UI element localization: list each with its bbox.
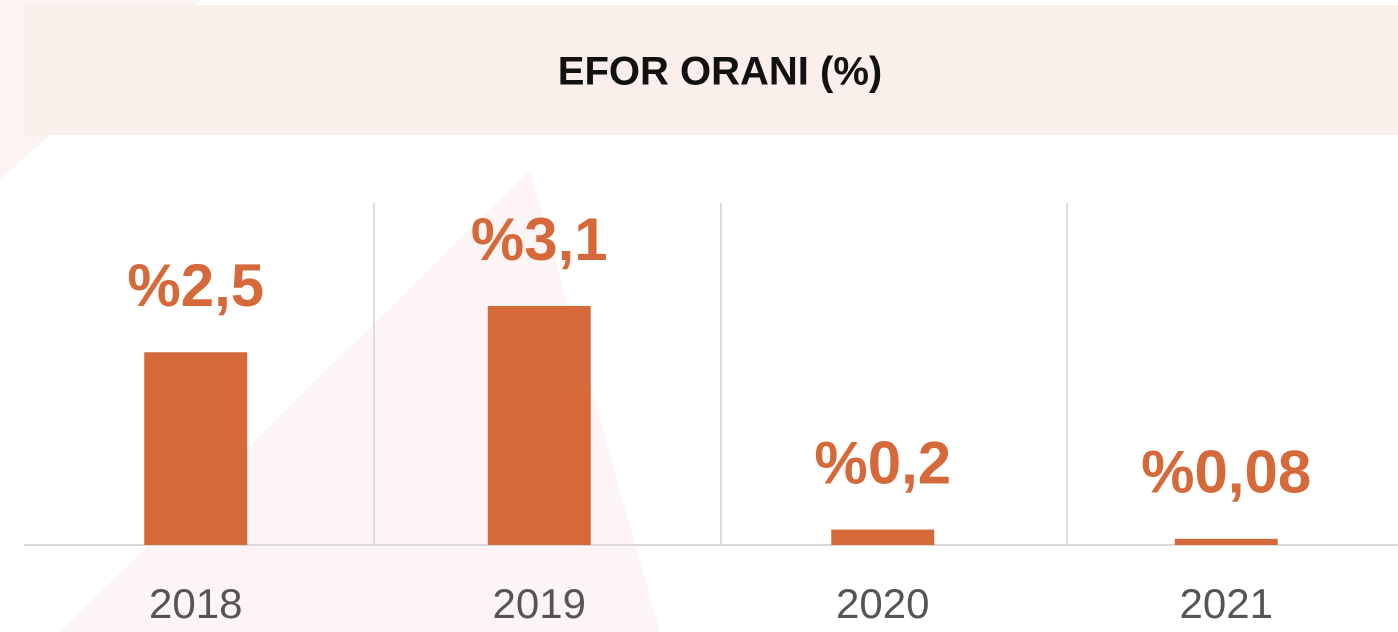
x-tick-label: 2020 <box>836 580 929 627</box>
bar <box>1174 538 1278 545</box>
bar <box>144 352 248 545</box>
value-label: %0,08 <box>1141 439 1311 506</box>
x-tick-label: 2021 <box>1180 580 1273 627</box>
bar <box>831 529 935 545</box>
bar <box>487 306 591 545</box>
chart-title: EFOR ORANI (%) <box>558 50 882 94</box>
value-label: %2,5 <box>127 252 264 319</box>
title-band <box>24 5 1398 135</box>
value-label: %0,2 <box>814 429 951 496</box>
x-tick-label: 2018 <box>149 580 242 627</box>
value-label: %3,1 <box>471 206 608 273</box>
x-tick-label: 2019 <box>493 580 586 627</box>
